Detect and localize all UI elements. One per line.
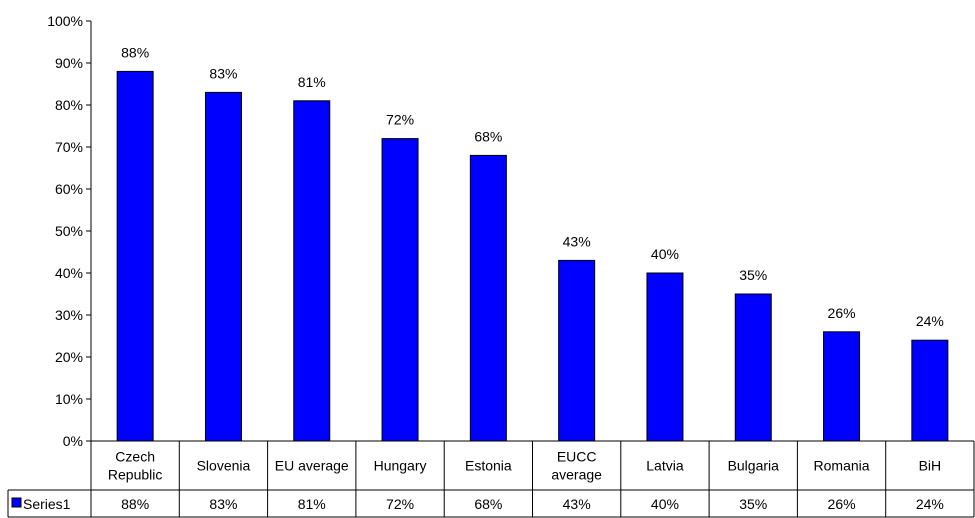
- table-value: 26%: [828, 496, 856, 512]
- category-label: average: [551, 467, 602, 483]
- bar: [823, 331, 861, 442]
- table-value: 40%: [651, 496, 679, 512]
- data-label: 72%: [386, 112, 414, 128]
- y-tick-label: 40%: [55, 265, 83, 281]
- category-label: Czech: [115, 449, 155, 465]
- data-labels: 88% 83% 81% 72% 68% 43% 40% 35% 26% 24%: [121, 44, 944, 329]
- table-value: 81%: [298, 496, 326, 512]
- category-label: Latvia: [646, 458, 684, 474]
- bar: [381, 138, 419, 442]
- bar: [646, 272, 684, 442]
- data-label: 88%: [121, 44, 149, 60]
- data-label: 68%: [474, 128, 502, 144]
- bar: [734, 293, 772, 442]
- table-value: 43%: [563, 496, 591, 512]
- data-label: 26%: [828, 305, 856, 321]
- data-table: Czech Republic Slovenia EU average Hungary Es…: [7, 440, 975, 518]
- data-label: 43%: [563, 233, 591, 249]
- bar: [204, 91, 242, 442]
- table-value: 24%: [916, 496, 944, 512]
- y-tick-label: 60%: [55, 181, 83, 197]
- table-value: 83%: [209, 496, 237, 512]
- category-label: Republic: [108, 467, 162, 483]
- table-value: 88%: [121, 496, 149, 512]
- bar: [911, 339, 949, 442]
- table-value: 72%: [386, 496, 414, 512]
- y-tick-label: 80%: [55, 97, 83, 113]
- y-tick-label: 0%: [63, 433, 83, 449]
- y-tick-label: 50%: [55, 223, 83, 239]
- category-label: Hungary: [374, 458, 427, 474]
- legend-swatch: [11, 497, 22, 508]
- bar: [116, 70, 154, 442]
- category-label: EUCC: [557, 449, 597, 465]
- y-tick-label: 30%: [55, 307, 83, 323]
- y-tick-label: 90%: [55, 55, 83, 71]
- category-label: Bulgaria: [728, 458, 780, 474]
- category-label: BiH: [919, 458, 942, 474]
- y-tick-label: 100%: [47, 13, 83, 29]
- data-label: 24%: [916, 313, 944, 329]
- category-label: Estonia: [465, 458, 512, 474]
- category-label: EU average: [275, 458, 349, 474]
- bars: [116, 70, 949, 442]
- table-value: 68%: [474, 496, 502, 512]
- category-label: Slovenia: [197, 458, 251, 474]
- category-label: Romania: [814, 458, 870, 474]
- y-axis: 0% 10% 20% 30% 40% 50% 60% 70% 80% 90% 100%: [47, 13, 92, 449]
- y-tick-label: 10%: [55, 391, 83, 407]
- data-label: 40%: [651, 246, 679, 262]
- table-value: 35%: [739, 496, 767, 512]
- data-label: 83%: [209, 65, 237, 81]
- data-label: 81%: [298, 74, 326, 90]
- data-label: 35%: [739, 267, 767, 283]
- bar: [293, 100, 331, 442]
- y-tick-label: 70%: [55, 139, 83, 155]
- legend-series-name: Series1: [23, 496, 71, 512]
- bar: [558, 259, 596, 442]
- bar: [469, 154, 507, 442]
- y-tick-label: 20%: [55, 349, 83, 365]
